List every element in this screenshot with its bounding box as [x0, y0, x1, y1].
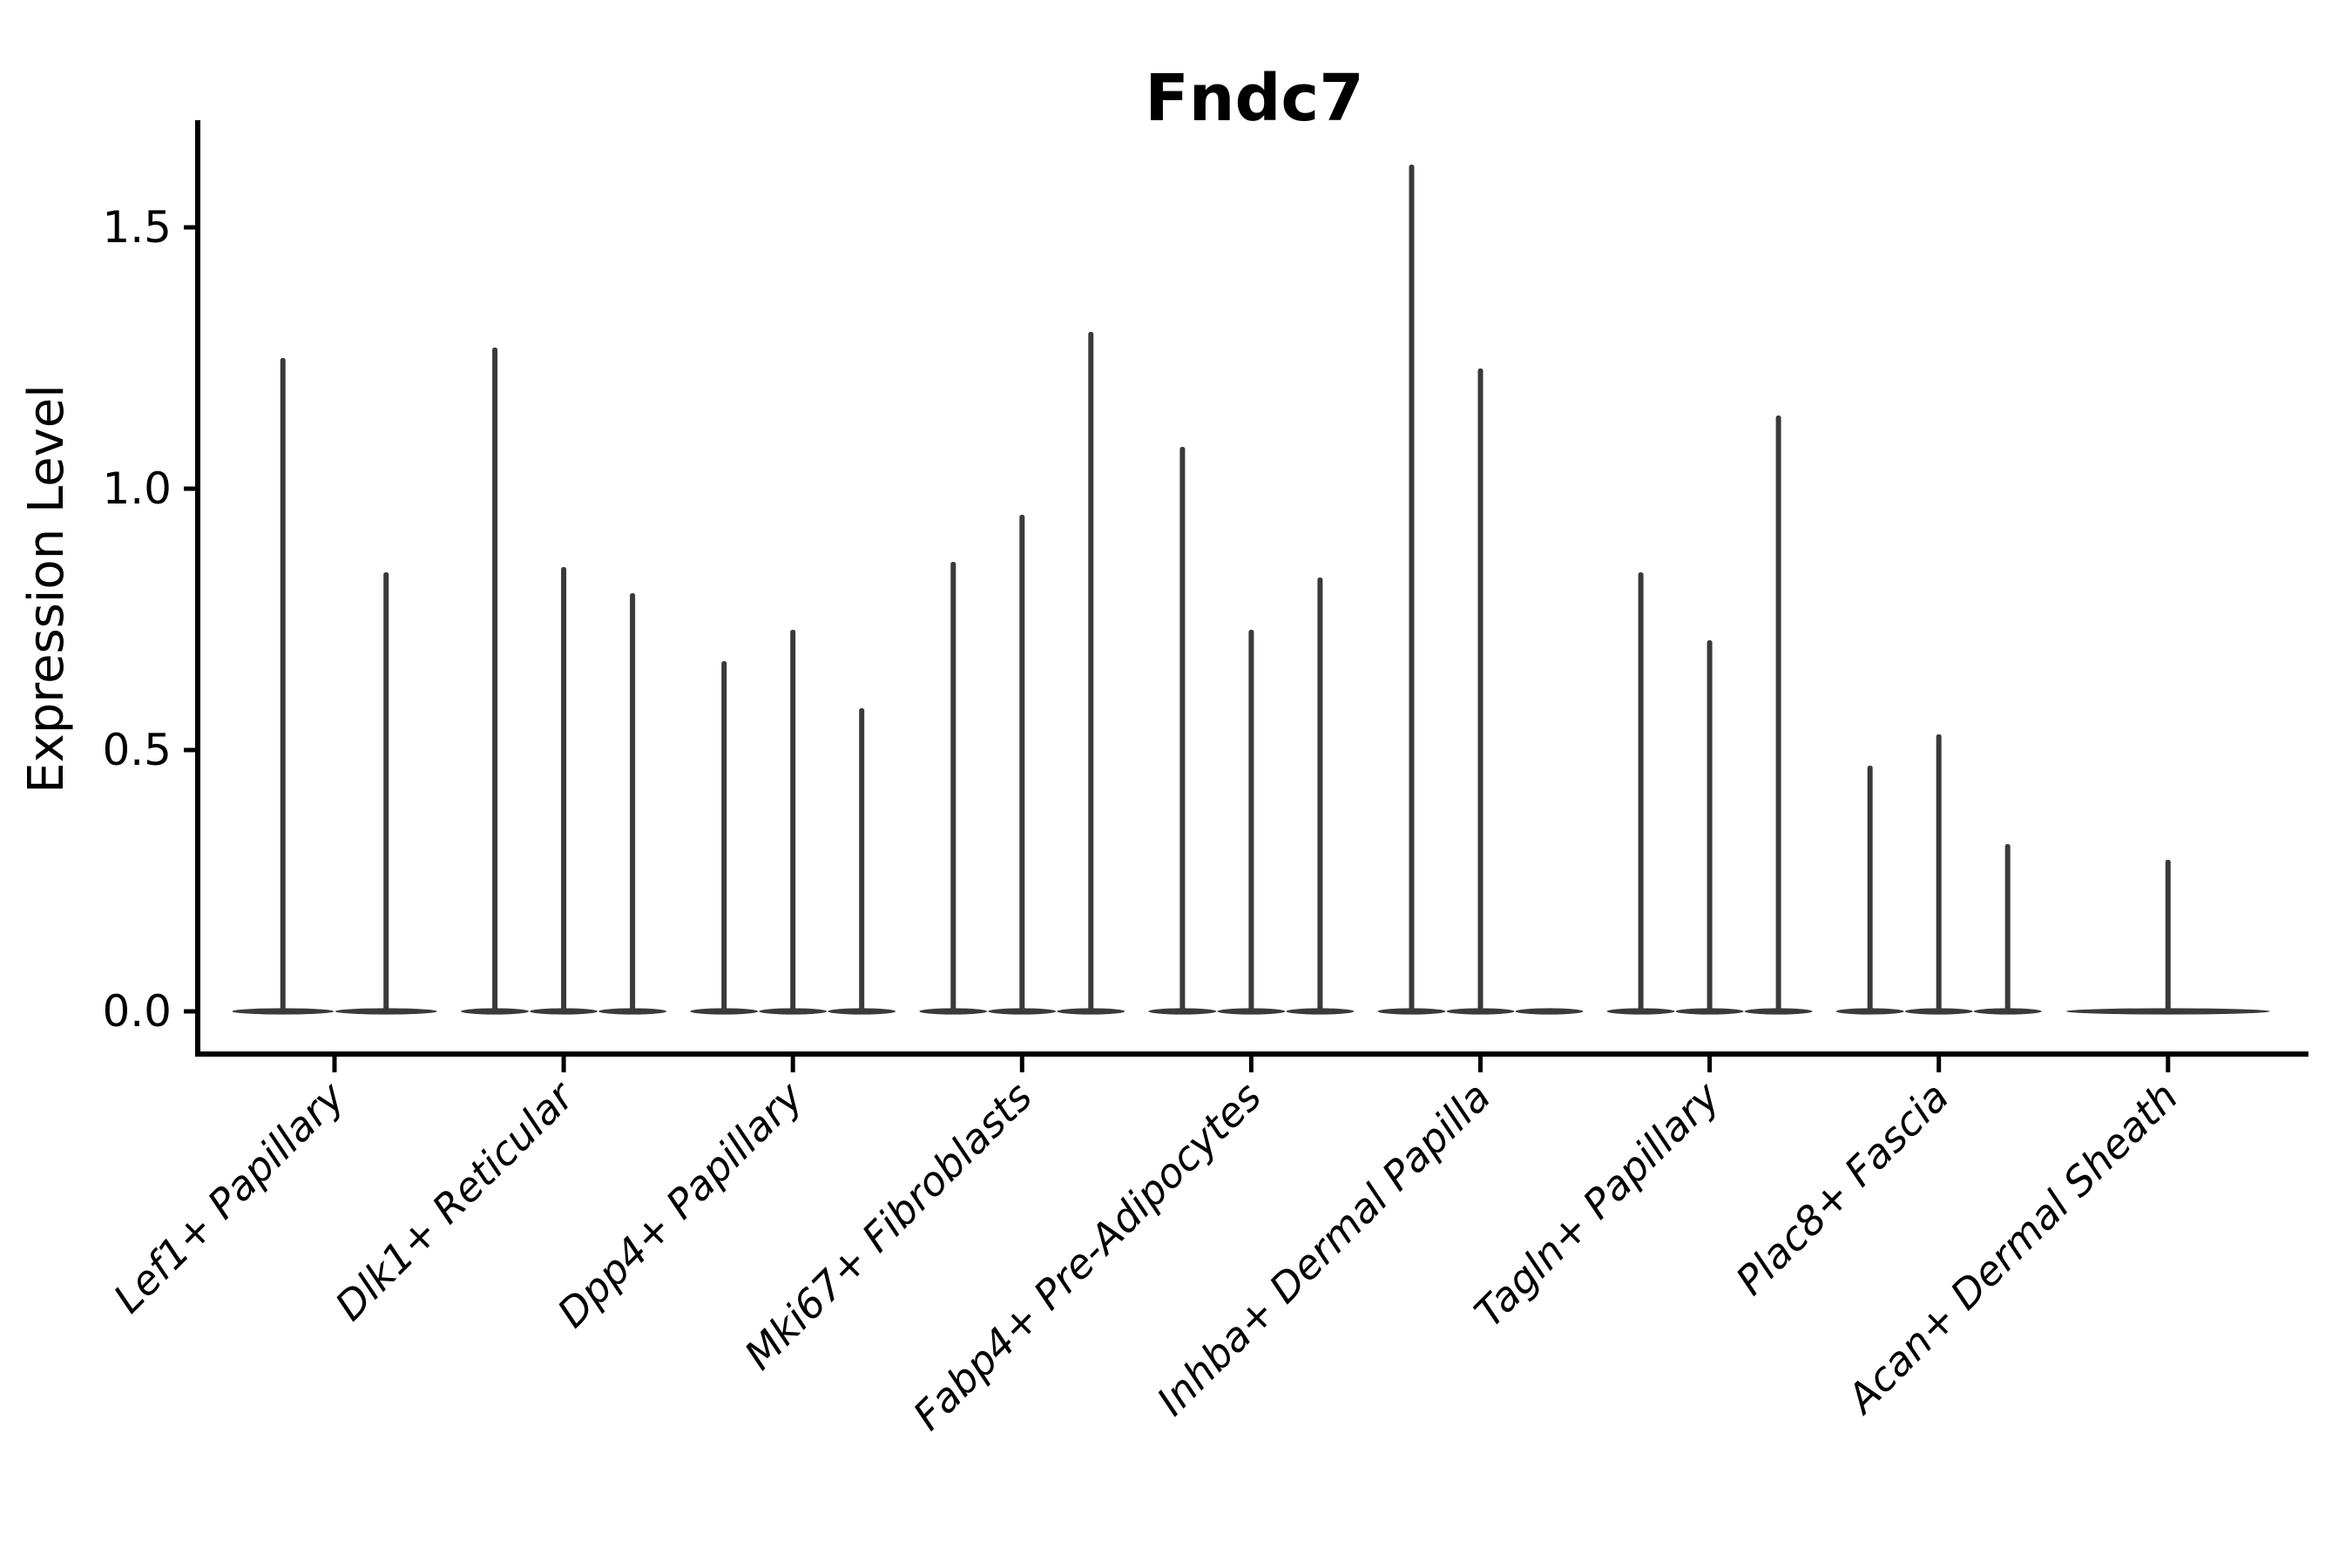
y-tick-label: 0.5	[102, 725, 172, 775]
violin-base	[1515, 1008, 1584, 1015]
violin-spike	[1317, 578, 1323, 1011]
violin-spike	[1638, 572, 1644, 1011]
violin-spike	[1477, 368, 1484, 1011]
violin-spike	[561, 567, 567, 1011]
x-tick-label: Dpp4+ Papillary	[548, 1072, 812, 1336]
violin-spike	[790, 630, 796, 1011]
violin-spike	[2165, 860, 2171, 1011]
violin-spike	[1775, 416, 1781, 1011]
violin-spike	[721, 661, 727, 1011]
violins	[232, 165, 2270, 1015]
violin-spike	[1867, 766, 1873, 1011]
violin-spike	[383, 572, 389, 1011]
y-axis-label: Expression Level	[18, 384, 75, 794]
y-tick-label: 1.5	[102, 202, 172, 253]
violin-spike	[630, 593, 636, 1011]
x-tick-label: Dlk1+ Reticular	[326, 1071, 585, 1329]
violin-spike	[859, 708, 865, 1011]
violin-spike	[1248, 630, 1254, 1011]
x-tick-label: Lef1+ Papillary	[105, 1072, 354, 1321]
plot-title: Fndc7	[1145, 61, 1364, 136]
violin-spike	[1707, 640, 1713, 1011]
x-tick-label: Plac8+ Fascia	[1727, 1073, 1957, 1304]
violin-spike	[1409, 165, 1415, 1011]
y-tick-label: 1.0	[102, 463, 172, 514]
violin-spike	[1936, 734, 1942, 1011]
violin-spike	[1179, 447, 1186, 1011]
violin-spike	[1019, 515, 1025, 1011]
violin-spike	[950, 562, 956, 1011]
violin-spike	[280, 358, 286, 1011]
violin-spike	[2004, 844, 2011, 1011]
violin-spike	[1088, 332, 1094, 1011]
x-tick-label: Tagln+ Papillary	[1465, 1072, 1729, 1336]
violin-spike	[492, 348, 498, 1011]
y-tick-label: 0.0	[102, 986, 172, 1037]
